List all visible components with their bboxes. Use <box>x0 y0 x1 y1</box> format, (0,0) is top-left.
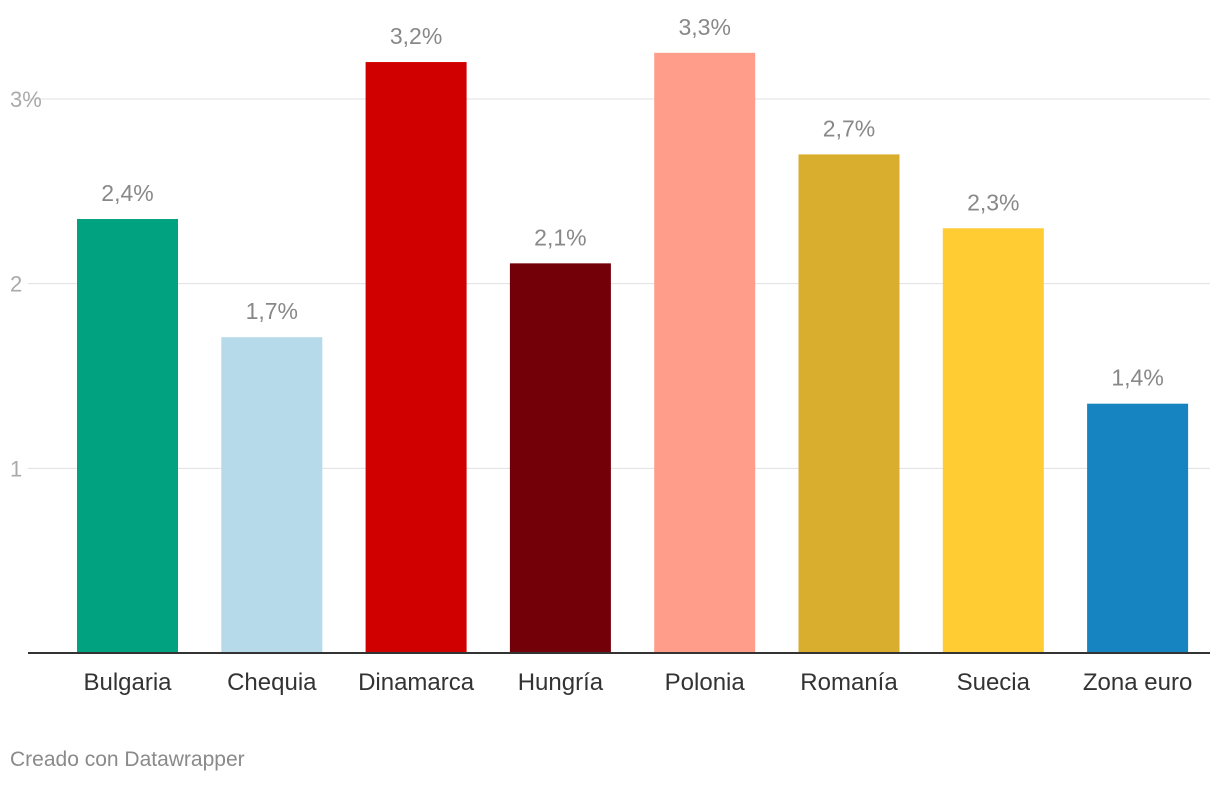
bar <box>365 62 467 653</box>
bar <box>942 228 1044 653</box>
x-tick-label: Suecia <box>957 669 1031 696</box>
data-label: 3,2% <box>390 23 442 49</box>
y-tick-label: 1 <box>10 456 22 481</box>
bars <box>77 52 1189 654</box>
y-tick-label: 2 <box>10 272 22 297</box>
x-tick-label: Bulgaria <box>83 669 172 696</box>
x-axis: Bulgaria Chequia Dinamarca Hungría Polonia Ro… <box>83 669 1192 696</box>
bar <box>221 337 323 653</box>
x-tick-label: Zona euro <box>1083 669 1192 696</box>
x-tick-label: Chequia <box>227 669 317 696</box>
bar <box>509 263 611 653</box>
bar <box>654 52 756 653</box>
data-label: 1,4% <box>1111 365 1163 391</box>
data-label: 2,1% <box>534 224 586 250</box>
data-labels: 2,4% 1,7% 3,2% 2,1% 3,3% 2,7% 2,3% 1,4% <box>101 14 1164 391</box>
x-tick-label: Romanía <box>800 669 898 696</box>
x-tick-label: Dinamarca <box>358 669 475 696</box>
x-tick-label: Polonia <box>665 669 746 696</box>
data-label: 2,4% <box>101 180 153 206</box>
x-tick-label: Hungría <box>518 669 604 696</box>
data-label: 1,7% <box>246 298 298 324</box>
bar <box>798 154 900 654</box>
data-label: 2,7% <box>823 115 875 141</box>
data-label: 2,3% <box>967 189 1019 215</box>
credit-text: Creado con Datawrapper <box>10 748 245 771</box>
y-tick-label: 3% <box>10 87 42 112</box>
bar <box>77 219 178 653</box>
bar <box>1087 403 1189 653</box>
data-label: 3,3% <box>678 14 730 40</box>
